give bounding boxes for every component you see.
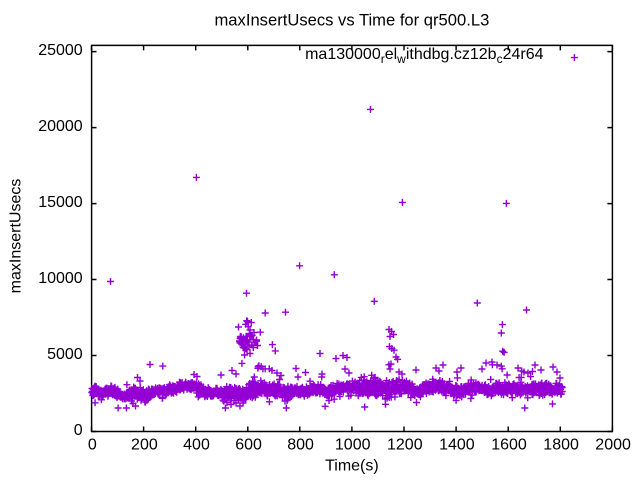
svg-text:1800: 1800 [543,436,579,453]
svg-text:2000: 2000 [595,436,631,453]
svg-text:600: 600 [235,436,262,453]
svg-text:5000: 5000 [47,346,83,363]
svg-text:400: 400 [183,436,210,453]
svg-text:0: 0 [88,436,97,453]
svg-text:maxInsertUsecs vs Time for qr5: maxInsertUsecs vs Time for qr500.L3 [214,11,489,30]
svg-text:1000: 1000 [335,436,371,453]
svg-text:maxInsertUsecs: maxInsertUsecs [8,179,25,294]
svg-text:20000: 20000 [38,118,83,135]
svg-text:1400: 1400 [439,436,475,453]
svg-text:800: 800 [287,436,314,453]
svg-text:0: 0 [74,422,83,439]
svg-text:25000: 25000 [38,42,83,59]
svg-text:15000: 15000 [38,194,83,211]
svg-text:1200: 1200 [387,436,423,453]
svg-text:1600: 1600 [491,436,527,453]
svg-text:Time(s): Time(s) [325,458,379,475]
svg-text:ma130000relwithdbg.cz12bc24r64: ma130000relwithdbg.cz12bc24r64 [305,46,544,66]
svg-text:10000: 10000 [38,270,83,287]
svg-text:200: 200 [131,436,158,453]
